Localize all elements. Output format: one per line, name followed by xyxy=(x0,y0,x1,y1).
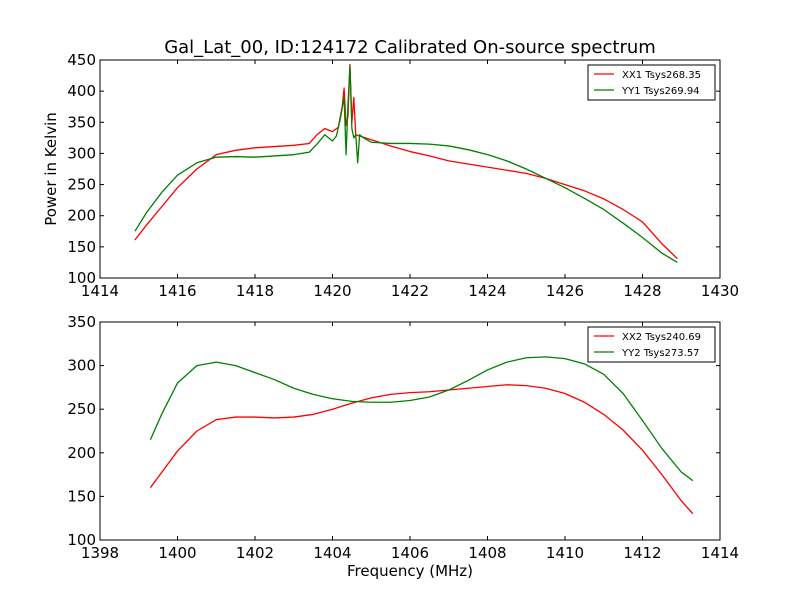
bottom-xlabel: Frequency (MHz) xyxy=(347,562,473,580)
bottom-x-tick-label: 1402 xyxy=(236,544,274,562)
bottom-x-tick-label: 1410 xyxy=(546,544,584,562)
top-x-tick-label: 1428 xyxy=(623,282,661,300)
bottom-y-tick-label: 250 xyxy=(67,400,96,418)
top-panel: 1414 1416 1418 1420 1422 1424 1426 1428 1430 100 1… xyxy=(42,51,739,300)
top-x-tick-label: 1424 xyxy=(468,282,506,300)
top-y-tick-label: 300 xyxy=(67,144,96,162)
top-legend: XX1 Tsys268.35 YY1 Tsys269.94 xyxy=(587,64,716,101)
bottom-tick-layer: 1398 1400 1402 1404 1406 1408 1410 1412 1414 100 1… xyxy=(67,313,739,562)
top-y-tick-label: 100 xyxy=(67,269,96,287)
bottom-legend-label-yy2: YY2 Tsys273.57 xyxy=(621,348,700,359)
figure-title: Gal_Lat_00, ID:124172 Calibrated On-sour… xyxy=(164,37,656,58)
bottom-y-tick-label: 300 xyxy=(67,357,96,375)
top-y-tick-label: 400 xyxy=(67,82,96,100)
bottom-legend: XX2 Tsys240.69 YY2 Tsys273.57 xyxy=(587,326,716,363)
top-y-tick-label: 250 xyxy=(67,176,96,194)
top-y-tick-label: 450 xyxy=(67,51,96,69)
bottom-y-tick-label: 350 xyxy=(67,313,96,331)
top-series-layer xyxy=(134,63,678,263)
top-x-tick-label: 1418 xyxy=(236,282,274,300)
bottom-x-tick-label: 1400 xyxy=(158,544,196,562)
top-legend-box xyxy=(587,64,716,101)
top-legend-label-yy1: YY1 Tsys269.94 xyxy=(621,86,700,97)
top-tick-layer: 1414 1416 1418 1420 1422 1424 1426 1428 1430 100 1… xyxy=(67,51,739,300)
top-legend-label-xx1: XX1 Tsys268.35 xyxy=(622,70,701,81)
top-y-tick-label: 150 xyxy=(67,238,96,256)
bottom-y-tick-label: 100 xyxy=(67,531,96,549)
top-ylabel: Power in Kelvin xyxy=(42,112,60,226)
bottom-series-line-1 xyxy=(149,384,694,515)
bottom-series-layer xyxy=(149,356,694,515)
top-x-tick-label: 1430 xyxy=(701,282,739,300)
bottom-x-tick-label: 1414 xyxy=(701,544,739,562)
bottom-x-tick-label: 1406 xyxy=(391,544,429,562)
top-x-tick-label: 1426 xyxy=(546,282,584,300)
bottom-x-tick-label: 1408 xyxy=(468,544,506,562)
top-x-tick-label: 1422 xyxy=(391,282,429,300)
bottom-x-tick-label: 1398 xyxy=(81,544,119,562)
bottom-series-line-2 xyxy=(149,356,694,482)
top-y-tick-label: 350 xyxy=(67,113,96,131)
top-x-tick-label: 1416 xyxy=(158,282,196,300)
bottom-x-tick-label: 1404 xyxy=(313,544,351,562)
top-series-line-2 xyxy=(134,65,678,263)
top-x-tick-label: 1414 xyxy=(81,282,119,300)
bottom-y-tick-label: 200 xyxy=(67,444,96,462)
bottom-legend-box xyxy=(587,326,716,363)
bottom-legend-label-xx2: XX2 Tsys240.69 xyxy=(622,332,701,343)
bottom-y-tick-label: 150 xyxy=(67,487,96,505)
bottom-x-tick-label: 1412 xyxy=(623,544,661,562)
bottom-panel: 1398 1400 1402 1404 1406 1408 1410 1412 1414 100 1… xyxy=(67,313,739,580)
top-y-tick-label: 200 xyxy=(67,207,96,225)
top-x-tick-label: 1420 xyxy=(313,282,351,300)
